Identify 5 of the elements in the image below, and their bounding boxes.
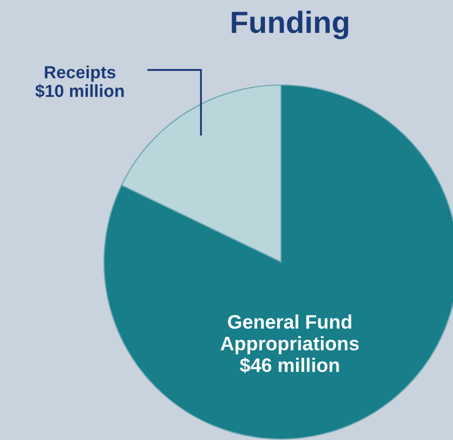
data-label: $10 million <box>35 84 124 98</box>
chart-title: Funding <box>232 10 348 40</box>
slice-label: General Fund Appropriations <box>220 314 359 354</box>
data-label: $46 million <box>240 357 339 374</box>
slice-label: Receipts <box>44 66 116 82</box>
